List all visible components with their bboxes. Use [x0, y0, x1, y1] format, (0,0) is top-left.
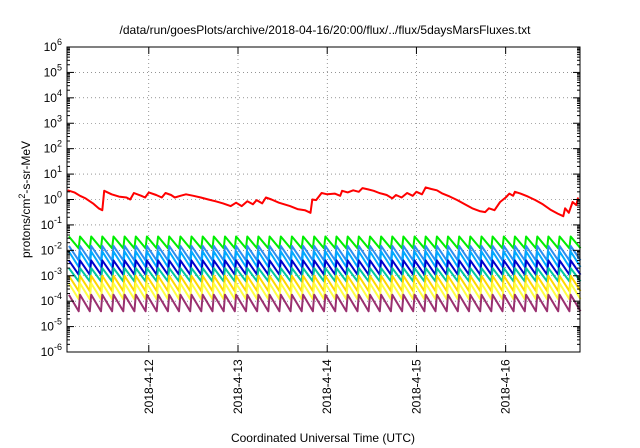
x-tick-label: 2018-4-16 — [499, 359, 513, 414]
x-tick-label: 2018-4-14 — [320, 359, 334, 414]
ticks — [67, 46, 580, 353]
y-tick-label: 105 — [44, 62, 62, 79]
y-tick-label: 10-5 — [41, 317, 62, 334]
y-tick-label: 10-4 — [41, 291, 62, 308]
y-tick-labels: 10-6 10-5 10-4 10-3 10-2 10-1 100 101 102 103 104 1… — [41, 37, 62, 359]
x-axis-title: Coordinated Universal Time (UTC) — [231, 431, 415, 445]
y-tick-label: 10-3 — [41, 266, 62, 283]
grid — [67, 47, 580, 352]
y-tick-label: 106 — [44, 37, 62, 54]
x-tick-labels: 2018-4-12 2018-4-13 2018-4-14 2018-4-15 2018… — [142, 359, 513, 414]
y-axis-title: protons/cm2-s-sr-MeV — [17, 141, 33, 258]
y-tick-label: 10-1 — [41, 215, 62, 232]
y-tick-label: 104 — [44, 88, 62, 105]
y-tick-label: 102 — [44, 139, 62, 156]
x-tick-label: 2018-4-15 — [409, 359, 423, 414]
series-line-1 — [67, 186, 580, 218]
series-layer — [67, 186, 582, 313]
x-tick-label: 2018-4-13 — [231, 359, 245, 414]
series-line-9 — [68, 293, 582, 313]
x-tick-label: 2018-4-12 — [142, 359, 156, 414]
y-tick-label: 10-6 — [41, 342, 62, 359]
y-tick-label: 100 — [44, 190, 62, 207]
series-line-8 — [68, 282, 582, 301]
y-tick-label: 10-2 — [41, 240, 62, 257]
y-tick-label: 103 — [44, 113, 62, 130]
series-line-2 — [68, 235, 582, 250]
y-tick-label: 101 — [44, 164, 62, 181]
chart-title: /data/run/goesPlots/archive/2018-04-16/2… — [120, 23, 532, 37]
